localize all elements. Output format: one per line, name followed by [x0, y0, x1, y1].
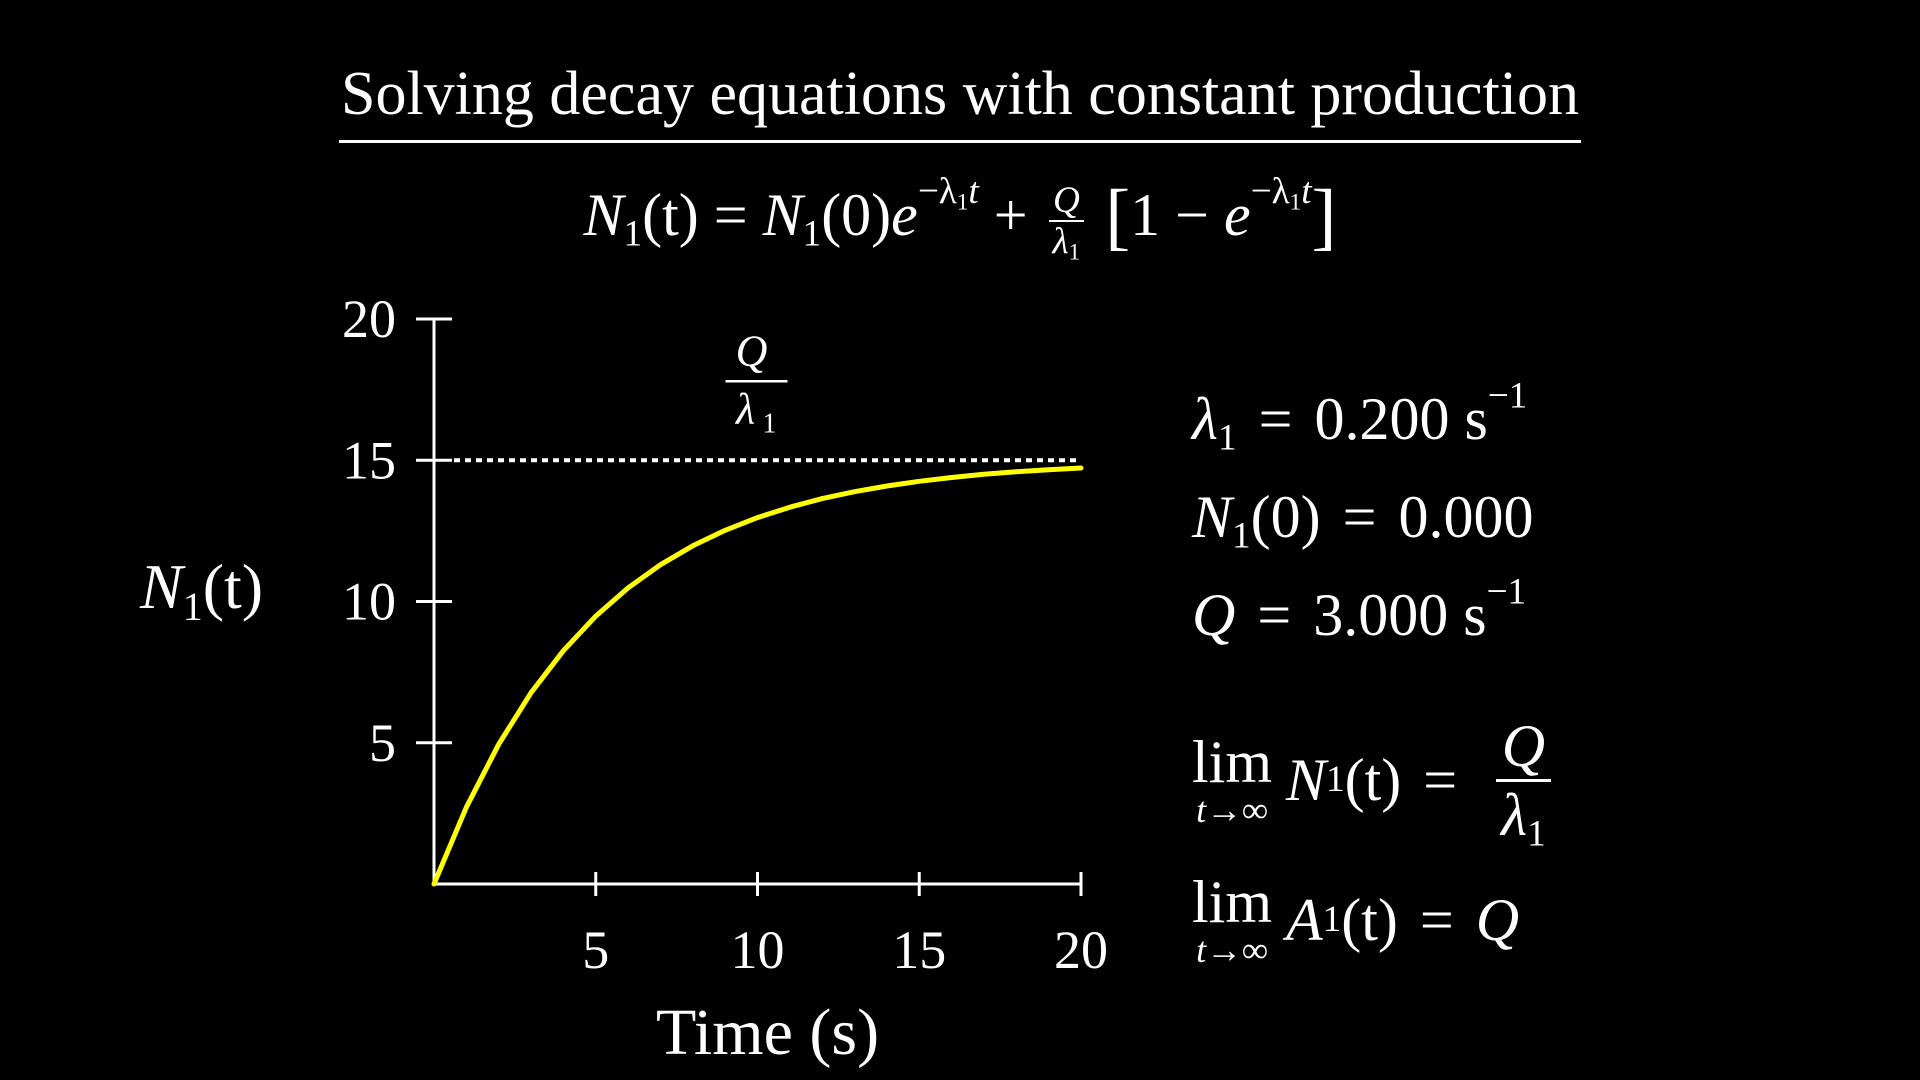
param-q-value: 3.000	[1313, 582, 1449, 648]
y-axis-title: N1(t)	[139, 551, 263, 629]
series-line-0	[431, 465, 1084, 887]
x-tick-label-5: 5	[582, 920, 609, 980]
eq-exp-sub: 1	[956, 188, 969, 215]
eq-term1-arg: (0)	[821, 182, 892, 248]
lim-a-arg: (t)	[1341, 886, 1398, 953]
eq-exp-lambda: −λ	[917, 171, 957, 213]
param-q-unit-exp: −1	[1486, 571, 1527, 613]
param-lambda-symbol: λ	[1192, 386, 1218, 452]
x-tick-label-10: 10	[731, 920, 785, 980]
param-lambda-value: 0.200	[1314, 386, 1450, 452]
lim-n-frac-den: λ1	[1495, 781, 1552, 853]
parameter-list: λ1 = 0.200 s−1 N1(0) = 0.000 Q = 3.000 s−1	[1192, 370, 1533, 664]
eq-bracket-exp-base: e	[1224, 182, 1251, 248]
limit-row-a: lim t→∞ A 1 (t) = Q	[1192, 869, 1520, 970]
lim-operator-n: lim t→∞	[1192, 732, 1272, 828]
y-axis-title-symbol: N	[139, 551, 186, 622]
eq-equals: =	[713, 182, 748, 248]
lim-a-symbol: A	[1286, 886, 1323, 953]
title-text: Solving decay equations with constant pr…	[338, 52, 1582, 143]
y-tick-label-20: 20	[342, 289, 396, 349]
param-n0-symbol: N	[1192, 484, 1233, 550]
chart-ticks: 5 10 15 20 5 10 15 20	[342, 289, 1108, 980]
lim-word-a: lim	[1192, 869, 1273, 935]
eq-lhs-arg: (t)	[642, 182, 699, 248]
y-tick-label-10: 10	[342, 572, 396, 632]
lim-operator-a: lim t→∞	[1192, 872, 1272, 968]
x-axis-title: Time (s)	[656, 996, 879, 1069]
eq-term1-sub: 1	[802, 213, 822, 255]
lim-a-equals: =	[1419, 886, 1454, 953]
y-tick-label-15: 15	[342, 430, 396, 490]
lim-word-n: lim	[1192, 729, 1273, 795]
eq-exp-base: e	[891, 182, 918, 248]
eq-bracket-open: [	[1105, 175, 1131, 258]
y-axis-title-arg: (t)	[203, 551, 263, 622]
param-n0: N1(0) = 0.000	[1192, 468, 1533, 566]
eq-lhs-symbol: N	[583, 182, 624, 248]
eq-frac-den: λ1	[1049, 221, 1085, 263]
x-tick-label-15: 15	[892, 920, 946, 980]
param-n0-sub: 1	[1232, 515, 1251, 557]
y-tick-label-5: 5	[369, 713, 396, 773]
eq-bracket-inner: 1 −	[1130, 182, 1225, 248]
param-n0-equals: =	[1342, 484, 1377, 550]
param-q-symbol: Q	[1192, 582, 1236, 648]
lim-n-frac-den-sub: 1	[1527, 812, 1546, 854]
lim-n-frac-den-symbol: λ	[1501, 781, 1528, 848]
eq-bracket-exp-lambda: −λ	[1250, 171, 1290, 213]
x-tick-label-20: 20	[1054, 920, 1108, 980]
asymptote-label-num: Q	[736, 326, 768, 375]
eq-frac-num: Q	[1048, 181, 1084, 223]
eq-bracket-exp-t: t	[1301, 171, 1312, 213]
eq-frac-den-sub: 1	[1068, 238, 1081, 265]
param-n0-arg: (0)	[1250, 484, 1321, 550]
asymptote-label-den: λ	[734, 384, 755, 433]
y-axis-title-sub: 1	[183, 584, 203, 629]
eq-exponent: −λ1t	[917, 171, 979, 215]
param-lambda-unit-exp: −1	[1487, 375, 1528, 417]
param-q-equals: =	[1257, 582, 1292, 648]
eq-bracket-exp-sub: 1	[1289, 188, 1302, 215]
lim-under-n: t→∞	[1196, 790, 1268, 830]
lim-n-arg: (t)	[1344, 746, 1402, 813]
asymptote-label-den-sub: 1	[763, 408, 777, 439]
param-lambda: λ1 = 0.200 s−1	[1192, 370, 1533, 468]
axis-labels: Time (s) N1(t)	[139, 551, 879, 1069]
asymptote-group: Qλ 1	[454, 326, 1081, 463]
param-lambda-sub: 1	[1218, 417, 1237, 459]
param-lambda-unit: s	[1464, 386, 1488, 452]
curve-group	[431, 465, 1084, 887]
eq-exp-t: t	[968, 171, 979, 213]
param-n0-value: 0.000	[1398, 484, 1534, 550]
param-q: Q = 3.000 s−1	[1192, 566, 1533, 664]
eq-frac-den-symbol: λ	[1052, 221, 1069, 263]
lim-n-frac-num: Q	[1495, 713, 1552, 782]
chart-axes	[432, 319, 1081, 886]
eq-plus: +	[993, 182, 1028, 248]
page-title: Solving decay equations with constant pr…	[0, 52, 1920, 143]
lim-n-equals: =	[1423, 746, 1458, 813]
param-q-unit: s	[1463, 582, 1487, 648]
eq-lhs-sub: 1	[623, 213, 643, 255]
lim-n-symbol: N	[1286, 746, 1327, 813]
eq-term1-symbol: N	[762, 182, 803, 248]
param-lambda-equals: =	[1258, 386, 1293, 452]
lim-a-rhs: Q	[1475, 886, 1520, 953]
lim-under-a: t→∞	[1196, 930, 1268, 970]
eq-bracket-exponent: −λ1t	[1250, 171, 1312, 215]
eq-bracket-close: ]	[1311, 175, 1337, 258]
